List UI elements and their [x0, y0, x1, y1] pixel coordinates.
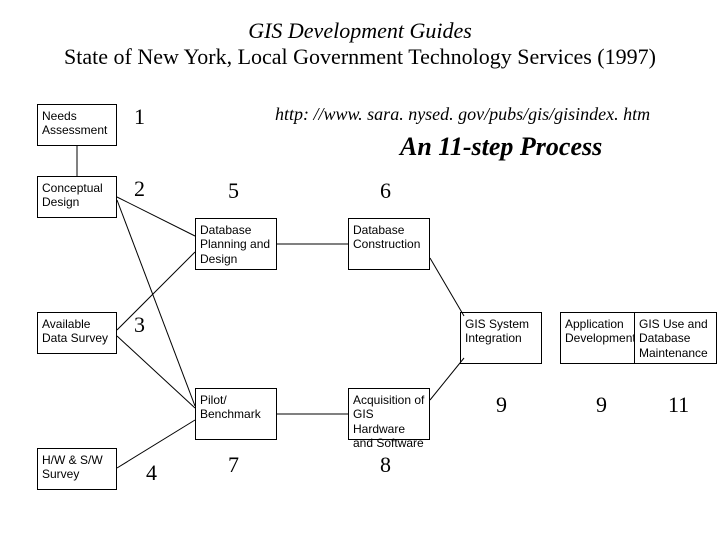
step-number-3: 3 [134, 312, 145, 338]
node-system-integration: GIS System Integration [460, 312, 542, 364]
step-number-9b: 9 [596, 392, 607, 418]
node-label: GIS Use and Database Maintenance [639, 317, 712, 360]
edge-conceptual-pilot [117, 200, 195, 406]
node-label: Database Planning and Design [200, 223, 272, 266]
node-hw-sw-survey: H/W & S/W Survey [37, 448, 117, 490]
edge-available-pilot [117, 336, 195, 408]
subtitle: State of New York, Local Government Tech… [0, 44, 720, 69]
step-number-7: 7 [228, 452, 239, 478]
step-number-4: 4 [146, 460, 157, 486]
node-label: Needs Assessment [42, 109, 112, 138]
node-label: Pilot/ Benchmark [200, 393, 272, 422]
step-number-2: 2 [134, 176, 145, 202]
step-number-6: 6 [380, 178, 391, 204]
node-needs-assessment: Needs Assessment [37, 104, 117, 146]
node-use-maintenance: GIS Use and Database Maintenance [634, 312, 717, 364]
node-conceptual-design: Conceptual Design [37, 176, 117, 218]
node-pilot-benchmark: Pilot/ Benchmark [195, 388, 277, 440]
step-number-8: 8 [380, 452, 391, 478]
source-url: http: //www. sara. nysed. gov/pubs/gis/g… [275, 104, 650, 125]
edge-acq-sysint [430, 358, 464, 400]
node-label: Available Data Survey [42, 317, 112, 346]
node-db-construction: Database Construction [348, 218, 430, 270]
node-label: Application Development [565, 317, 639, 346]
node-available-data: Available Data Survey [37, 312, 117, 354]
node-label: H/W & S/W Survey [42, 453, 112, 482]
node-db-planning: Database Planning and Design [195, 218, 277, 270]
node-label: Conceptual Design [42, 181, 112, 210]
edge-dbconstr-sysint [430, 258, 464, 316]
node-label: Database Construction [353, 223, 425, 252]
step-number-9a: 9 [496, 392, 507, 418]
process-label: An 11-step Process [400, 132, 602, 162]
step-number-5: 5 [228, 178, 239, 204]
edge-conceptual-dbplan [117, 197, 195, 236]
node-app-development: Application Development [560, 312, 644, 364]
step-number-11: 11 [668, 392, 689, 418]
node-label: Acquisition of GIS Hardware and Software [353, 393, 425, 451]
title: GIS Development Guides [0, 18, 720, 44]
step-number-1: 1 [134, 104, 145, 130]
node-label: GIS System Integration [465, 317, 537, 346]
edge-available-dbplan [117, 252, 195, 330]
node-acquisition: Acquisition of GIS Hardware and Software [348, 388, 430, 440]
